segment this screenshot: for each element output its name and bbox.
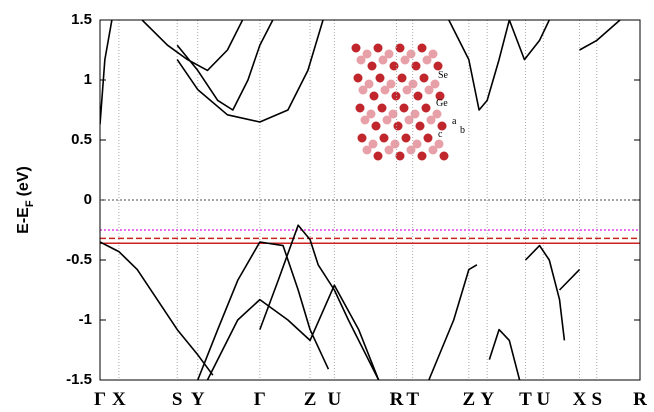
atom [365,80,374,89]
x-tick-label: X [573,389,587,410]
x-tick-label: Y [191,389,205,410]
annotation: Se [438,70,449,81]
atom [416,122,425,131]
atom [398,74,407,83]
atom [358,134,367,143]
band-line [100,20,112,124]
atom [433,110,442,119]
atom [369,140,378,149]
atom [387,80,396,89]
x-tick-label: R [633,389,647,410]
atom [367,110,376,119]
x-tick-label: Z [462,389,475,410]
annotation: Ge [436,98,448,109]
atom [378,104,387,113]
band-line [100,242,213,375]
x-tick-label: T [519,389,532,410]
annotation: b [460,125,465,136]
chart: E-EF(eV) Se Ge a b c ΓXSYΓZURTZYTUXSR-1.… [0,0,654,412]
band-line [177,20,273,110]
x-tick-label: Γ [254,389,266,410]
y-tick-label: 0 [84,191,92,208]
atom [380,134,389,143]
atom [411,110,420,119]
y-tick-label: 1 [84,71,92,88]
atom [422,104,431,113]
atom [391,140,400,149]
atom [424,134,433,143]
atom [413,140,422,149]
atom [429,50,438,59]
atom [440,152,449,161]
crystal-inset [352,44,449,161]
atom [414,92,423,101]
band-line [429,265,477,380]
atom [363,50,372,59]
atom [420,74,429,83]
x-tick-label: X [112,389,126,410]
band-line [580,20,621,50]
x-tick-label: U [327,389,341,410]
atom [352,44,361,53]
band-line [489,330,519,380]
band-line [526,246,565,341]
band-line [207,285,378,380]
x-tick-label: T [406,389,419,410]
x-tick-label: Y [480,389,494,410]
band-line [260,225,379,380]
y-tick-label: -1 [79,311,92,328]
atom [400,104,409,113]
atom [435,140,444,149]
x-tick-label: Z [304,389,317,410]
x-tick-label: S [592,389,603,410]
atom [418,152,427,161]
atom [370,92,379,101]
atom [385,50,394,59]
y-tick-label: -0.5 [66,251,92,268]
y-tick-label: 0.5 [71,131,92,148]
x-tick-label: S [172,389,183,410]
y-label-unit: (eV) [15,166,32,196]
x-tick-label: Γ [94,389,106,410]
atom [374,152,383,161]
y-tick-label: -1.5 [66,371,92,388]
band-line [560,270,580,290]
annotation: a [452,116,457,127]
atom [372,122,381,131]
atom [374,44,383,53]
atom [402,134,411,143]
atom [376,74,385,83]
x-tick-label: U [536,389,550,410]
y-label-sub: F [24,200,36,207]
atom [394,122,403,131]
atom [356,104,365,113]
atom [368,62,377,71]
y-tick-label: 1.5 [71,11,92,28]
atom [418,44,427,53]
atom [407,50,416,59]
atom [354,74,363,83]
y-label-main: E-E [15,207,32,234]
y-axis-label: E-EF (eV) [15,166,36,234]
atom [390,62,399,71]
annotation: c [438,129,443,140]
x-tick-label: R [390,389,404,410]
band-line [449,20,509,110]
